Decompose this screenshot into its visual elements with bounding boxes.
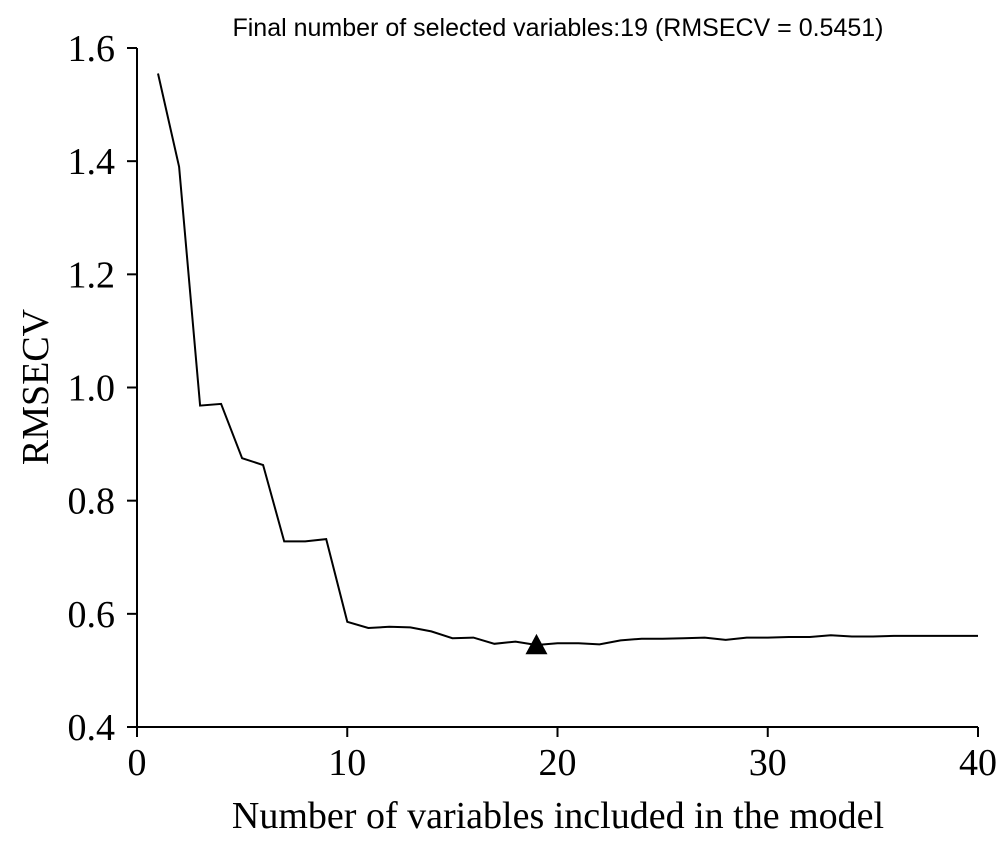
x-axis-label: Number of variables included in the mode… <box>232 795 884 837</box>
x-tick-label: 30 <box>749 742 787 784</box>
y-tick-label: 0.4 <box>68 707 116 749</box>
y-tick-label: 1.6 <box>68 28 116 70</box>
x-tick-label: 0 <box>128 742 147 784</box>
y-tick-label: 0.8 <box>68 481 116 523</box>
y-tick-label: 1.2 <box>68 254 116 296</box>
axes <box>136 48 978 728</box>
x-tick-label: 20 <box>539 742 577 784</box>
y-tick-label: 1.0 <box>68 368 116 410</box>
y-axis-label: RMSECV <box>15 308 57 465</box>
selected-point-marker <box>525 633 548 655</box>
ticks <box>127 47 979 737</box>
chart-title: Final number of selected variables:19 (R… <box>232 14 883 42</box>
x-tick-label: 40 <box>959 742 997 784</box>
tick-labels: 0 10 20 30 40 0.4 0.6 0.8 1.0 1.2 1.4 1.6 <box>68 28 998 784</box>
data-points <box>157 73 979 647</box>
rmsecv-series-line <box>157 73 978 647</box>
y-tick-label: 0.6 <box>68 594 116 636</box>
x-tick-label: 10 <box>328 742 366 784</box>
y-tick-label: 1.4 <box>68 141 116 183</box>
